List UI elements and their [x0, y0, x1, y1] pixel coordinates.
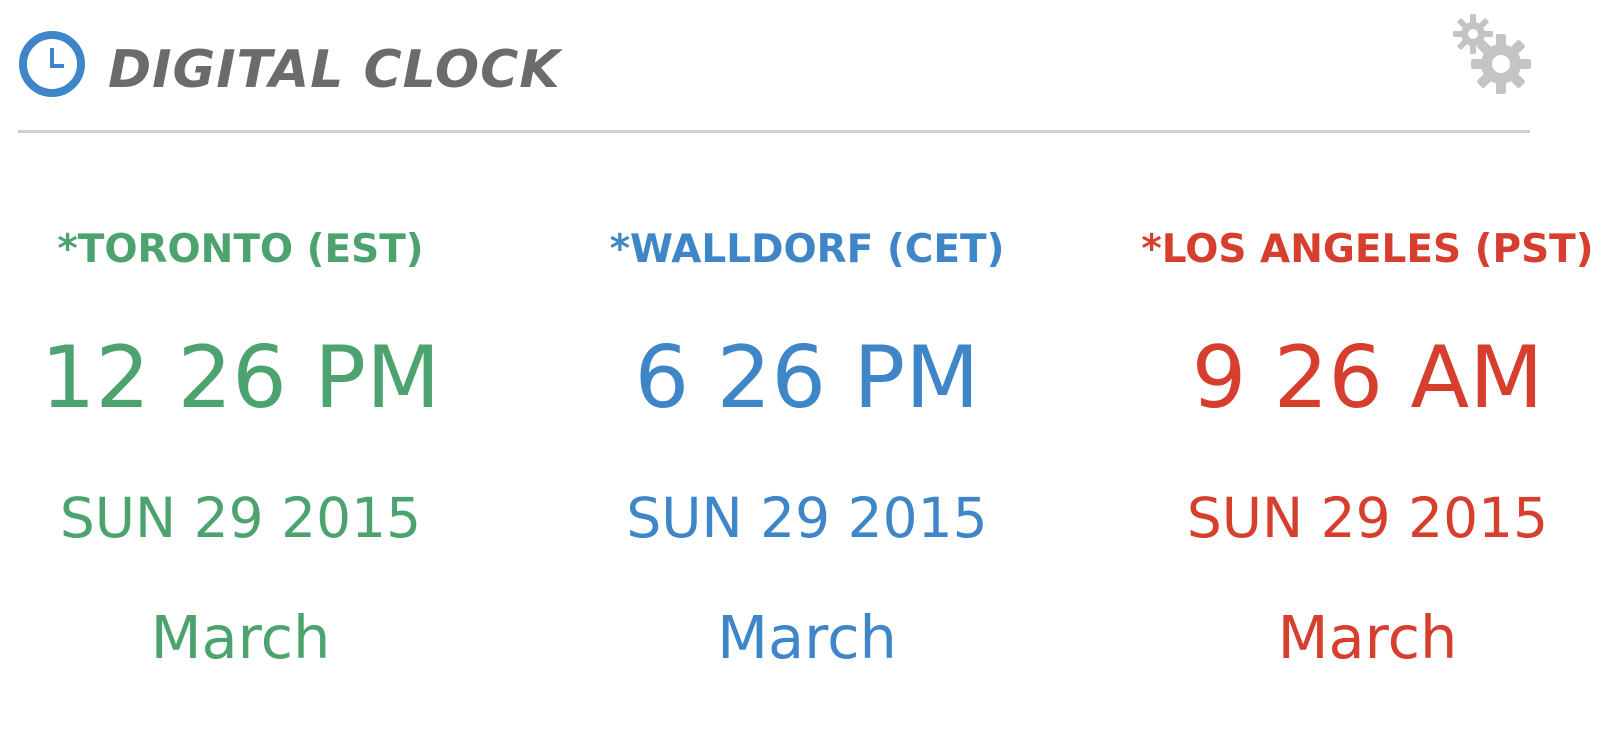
date-display: SUN 29 2015 — [1186, 486, 1549, 550]
app-title: DIGITAL CLOCK — [108, 40, 561, 100]
city-label: *LOS ANGELES (PST) — [1141, 227, 1594, 272]
app-header: DIGITAL CLOCK — [18, 0, 1533, 133]
city-label: *WALLDORF (CET) — [609, 227, 1005, 272]
time-display: 12 26 PM — [40, 328, 441, 428]
month-display: March — [717, 603, 897, 672]
date-display: SUN 29 2015 — [59, 486, 422, 550]
time-display: 6 26 PM — [634, 328, 980, 428]
city-label: *TORONTO (EST) — [57, 227, 424, 272]
clock-icon — [19, 31, 85, 97]
gears-icon[interactable] — [1451, 12, 1533, 96]
date-display: SUN 29 2015 — [626, 486, 988, 550]
month-display: March — [150, 603, 331, 672]
time-display: 9 26 AM — [1191, 328, 1544, 428]
month-display: March — [1277, 603, 1458, 672]
